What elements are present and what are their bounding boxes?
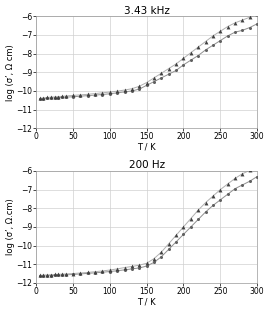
Y-axis label: log (σ’, Ω.cm): log (σ’, Ω.cm) (6, 198, 15, 255)
X-axis label: T / K: T / K (137, 297, 156, 306)
Title: 3.43 kHz: 3.43 kHz (124, 6, 170, 16)
Y-axis label: log (σ’, Ω cm): log (σ’, Ω cm) (6, 44, 15, 101)
X-axis label: T / K: T / K (137, 143, 156, 152)
Title: 200 Hz: 200 Hz (129, 160, 165, 170)
